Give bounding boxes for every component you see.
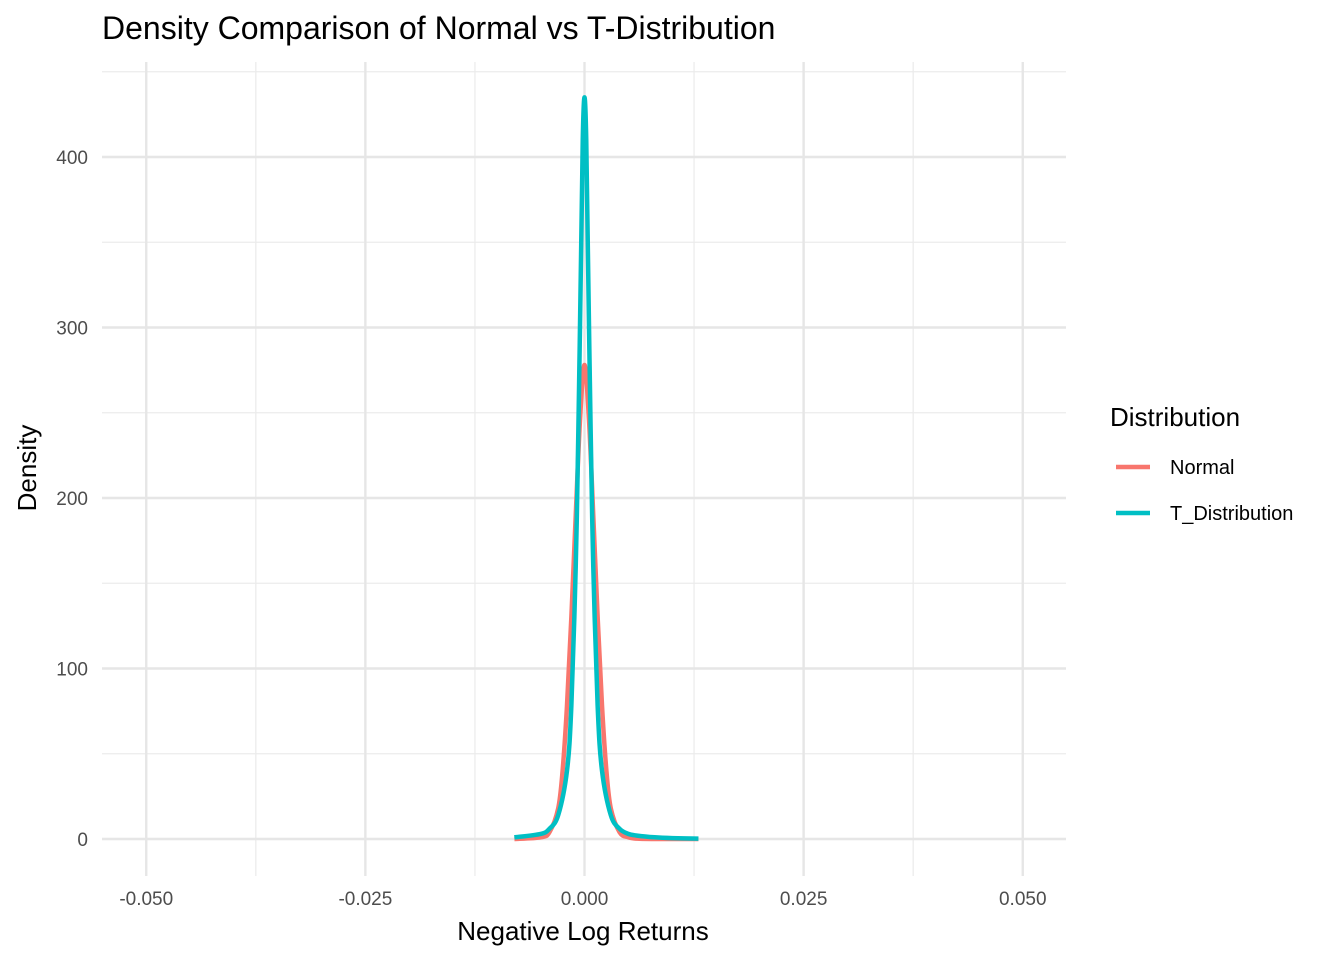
series-line-t-distribution: [514, 95, 699, 841]
legend-label: Normal: [1170, 457, 1234, 479]
x-tick-label: 0.025: [780, 889, 828, 910]
y-tick-label: 100: [56, 660, 88, 681]
x-tick-label: 0.000: [561, 889, 609, 910]
legend-title: Distribution: [1110, 402, 1240, 432]
legend: Distribution Normal T_Distribution: [1110, 402, 1293, 525]
x-tick-label: -0.050: [119, 889, 173, 910]
x-axis-title: Negative Log Returns: [457, 916, 708, 946]
series-line-normal: [514, 362, 699, 842]
legend-label: T_Distribution: [1170, 503, 1293, 525]
x-tick-label: -0.025: [338, 889, 392, 910]
grid: [102, 62, 1066, 876]
y-tick-label: 0: [77, 830, 88, 851]
chart-title: Density Comparison of Normal vs T-Distri…: [102, 10, 775, 46]
x-tick-label: 0.050: [999, 889, 1047, 910]
y-axis-title: Density: [12, 425, 42, 512]
y-tick-label: 400: [56, 148, 88, 169]
y-tick-label: 200: [56, 489, 88, 510]
y-tick-label: 300: [56, 319, 88, 340]
series-lines: [514, 95, 699, 842]
y-axis-ticks: 0 100 200 300 400: [56, 148, 88, 851]
x-axis-ticks: -0.050 -0.025 0.000 0.025 0.050: [119, 889, 1046, 910]
